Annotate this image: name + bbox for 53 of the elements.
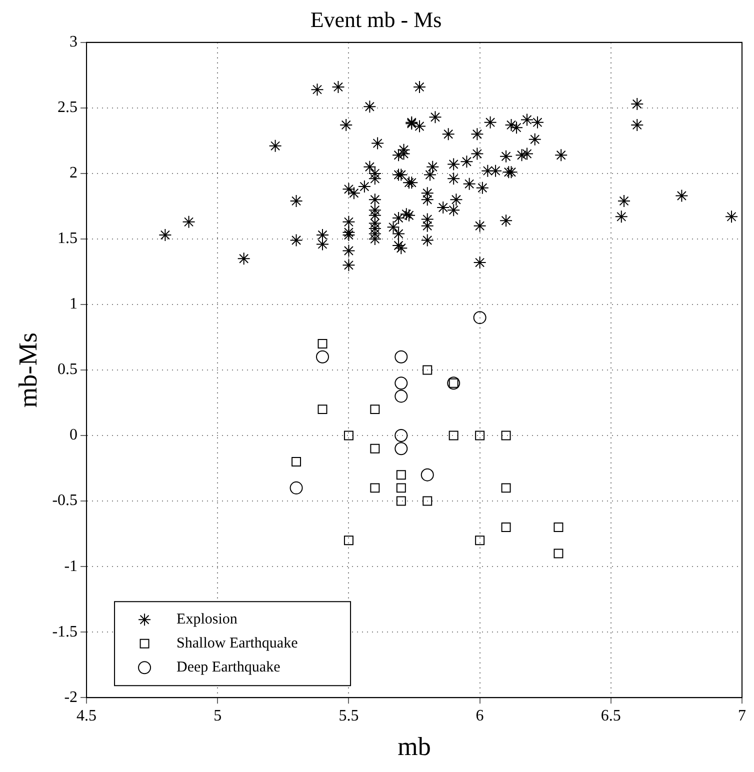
point bbox=[394, 376, 408, 390]
y-axis-title: mb-Ms bbox=[13, 332, 42, 408]
point bbox=[473, 311, 486, 324]
point bbox=[292, 456, 302, 466]
point bbox=[422, 496, 432, 506]
y-tick-label: 2.5 bbox=[58, 99, 78, 116]
y-tick-label: -0.5 bbox=[52, 492, 78, 510]
y-tick-label: 2 bbox=[70, 164, 78, 182]
point bbox=[475, 430, 485, 440]
point bbox=[316, 350, 329, 364]
y-tick-label: 0 bbox=[70, 426, 78, 444]
x-tick-label: 7 bbox=[738, 707, 746, 724]
point bbox=[318, 404, 328, 414]
x-tick-label: 6 bbox=[476, 707, 484, 724]
chart-title: Event mb - Ms bbox=[310, 6, 442, 32]
x-tick-label: 5 bbox=[214, 707, 222, 724]
y-tick-label: -2 bbox=[64, 688, 78, 706]
point bbox=[554, 522, 564, 532]
point bbox=[422, 365, 432, 375]
point bbox=[394, 390, 408, 403]
point bbox=[475, 536, 485, 546]
legend-label: Deep Earthquake bbox=[176, 660, 281, 676]
point bbox=[396, 483, 406, 493]
y-tick-label: -1.5 bbox=[52, 623, 78, 640]
point bbox=[501, 430, 511, 440]
y-tick-label: 1 bbox=[70, 296, 78, 313]
point bbox=[370, 444, 380, 454]
point bbox=[344, 536, 354, 546]
x-tick-label: 6.5 bbox=[600, 707, 621, 724]
point bbox=[370, 483, 380, 493]
y-tick-label: -1 bbox=[64, 558, 78, 575]
point bbox=[394, 442, 408, 456]
point bbox=[290, 481, 303, 494]
x-tick-label: 5.5 bbox=[338, 707, 359, 724]
y-tick-label: 1.5 bbox=[58, 230, 78, 248]
legend-label: Shallow Earthquake bbox=[176, 636, 298, 652]
x-axis-title: mb bbox=[398, 732, 431, 762]
point bbox=[394, 350, 408, 364]
point bbox=[420, 468, 434, 482]
y-tick-label: 0.5 bbox=[58, 361, 78, 378]
legend-label: Explosion bbox=[176, 612, 238, 628]
point bbox=[554, 548, 564, 558]
point bbox=[396, 470, 406, 480]
point bbox=[448, 430, 458, 440]
point bbox=[396, 496, 406, 506]
point bbox=[318, 339, 328, 349]
point bbox=[394, 429, 408, 442]
point bbox=[501, 483, 511, 493]
x-tick-label: 4.5 bbox=[76, 707, 97, 724]
point bbox=[344, 430, 354, 440]
y-tick-label: 3 bbox=[70, 34, 78, 51]
point bbox=[370, 404, 380, 414]
point bbox=[501, 522, 511, 532]
